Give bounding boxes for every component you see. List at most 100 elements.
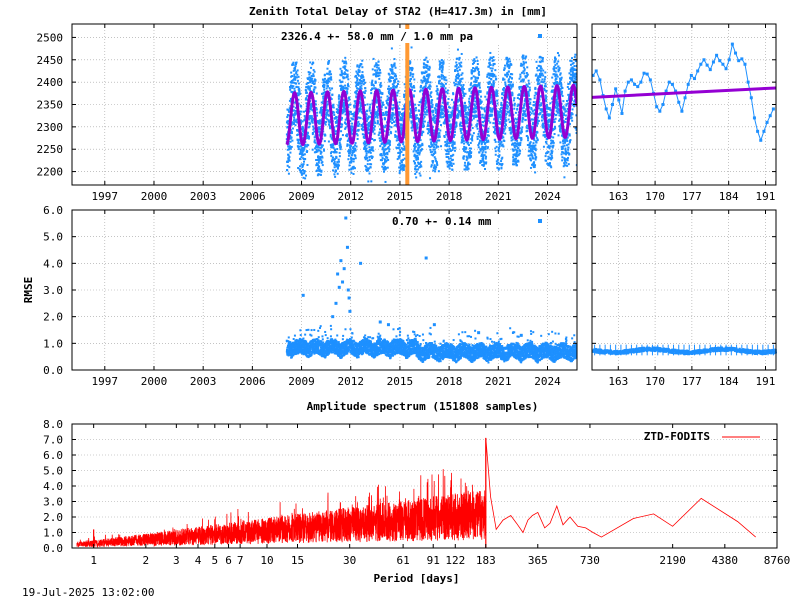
ztd-point (440, 109, 443, 112)
ztd-point (384, 148, 387, 151)
ztd-point (539, 111, 542, 114)
ztd-point (525, 108, 528, 111)
ztd-point (452, 153, 455, 156)
ztd-point (476, 135, 479, 138)
ztd-point (539, 61, 542, 64)
ztd-point (409, 73, 412, 76)
ztd-point (306, 94, 309, 97)
ztd-point (447, 113, 450, 116)
ztd-point (429, 138, 432, 141)
ztd-point (424, 79, 427, 82)
ztd-point (303, 172, 306, 175)
ztd-point (561, 159, 564, 162)
ztd-point (307, 144, 310, 147)
ztd-point (488, 81, 491, 84)
ztd-point (412, 125, 415, 128)
ztd-point (459, 129, 462, 132)
ztd-point (568, 133, 571, 136)
ztd-point (356, 137, 359, 140)
ztd-point (439, 111, 442, 114)
ztd-point (387, 85, 390, 88)
ztd-point (397, 80, 400, 83)
ztd-point (448, 147, 451, 150)
ztd-point (359, 117, 362, 120)
ztd-point (379, 91, 382, 94)
ztd-point (448, 123, 451, 126)
ztd-point (434, 151, 437, 154)
ztd-point (426, 110, 429, 113)
ztd-point (488, 102, 491, 105)
ztd-point (313, 127, 316, 130)
ztd-point (362, 76, 365, 79)
ztd-point (526, 85, 529, 88)
ztd-point (305, 145, 308, 148)
ztd-point (296, 79, 299, 82)
ztd-point (490, 114, 493, 117)
ztd-point (441, 66, 444, 69)
ztd-point (556, 94, 559, 97)
ztd-point (458, 62, 461, 65)
ztd-point (566, 156, 569, 159)
ztd-point (364, 149, 367, 152)
ztd-point (509, 132, 512, 135)
ztd-point (337, 111, 340, 114)
ztd-point (402, 107, 405, 110)
ztd-point (438, 68, 441, 71)
ztd-point (377, 60, 380, 63)
ztd-point (428, 87, 431, 90)
ztd-point (297, 93, 300, 96)
ztd-point (314, 136, 317, 139)
ztd-point (499, 108, 502, 111)
ztd-point (529, 154, 532, 157)
ztd-point (370, 89, 373, 92)
ztd-point (352, 118, 355, 121)
ztd-point (355, 81, 358, 84)
ztd-point (442, 107, 445, 110)
ztd-point (358, 82, 361, 85)
ztd-point (420, 144, 423, 147)
ztd-point (501, 162, 504, 165)
ztd-point (479, 149, 482, 152)
ztd-point (548, 146, 551, 149)
ztd-point (348, 164, 351, 167)
ztd-point (480, 100, 483, 103)
ztd-point (390, 126, 393, 129)
ztd-point (549, 162, 552, 165)
ztd-point (566, 186, 568, 188)
ztd-point (498, 113, 501, 116)
ztd-point (452, 106, 455, 109)
ztd-point (440, 59, 443, 62)
ztd-point (472, 117, 475, 120)
ztd-point (500, 107, 503, 110)
ztd-point (374, 69, 377, 72)
ztd-point (363, 78, 366, 81)
ztd-point (446, 101, 449, 104)
ztd-point (428, 128, 431, 131)
ztd-point (374, 87, 377, 90)
ztd-point (512, 163, 515, 166)
ztd-point (396, 105, 399, 108)
ztd-point (558, 119, 561, 122)
ztd-point (502, 88, 505, 91)
ztd-point (432, 169, 435, 172)
ztd-point (381, 165, 384, 168)
ztd-point (298, 88, 301, 91)
ztd-point (476, 122, 479, 125)
ztd-point (461, 72, 464, 75)
ztd-point (529, 98, 532, 101)
ztd-point (430, 153, 433, 156)
ztd-point (469, 95, 472, 98)
ztd-point (435, 85, 438, 88)
ztd-point (551, 89, 554, 92)
ztd-point (409, 62, 412, 65)
ztd-point (492, 75, 495, 78)
ztd-point (379, 71, 382, 74)
ztd-point (489, 51, 492, 54)
ztd-point (513, 102, 516, 105)
ztd-point (442, 112, 445, 115)
ztd-point (462, 149, 465, 152)
ztd-point (396, 94, 399, 97)
ztd-point (529, 142, 532, 145)
ztd-point (506, 71, 509, 74)
ztd-point (538, 65, 541, 68)
